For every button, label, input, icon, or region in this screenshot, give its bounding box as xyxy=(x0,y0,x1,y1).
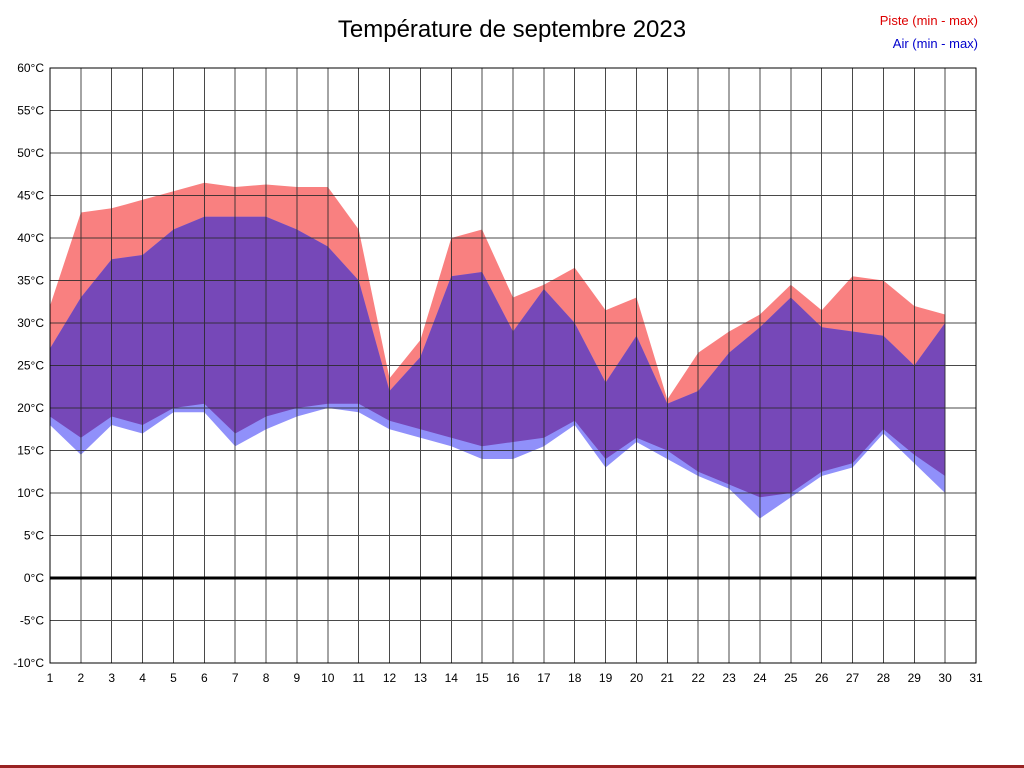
svg-text:29: 29 xyxy=(908,671,922,685)
svg-text:0°C: 0°C xyxy=(24,571,44,585)
svg-text:3: 3 xyxy=(108,671,115,685)
svg-text:20°C: 20°C xyxy=(17,401,44,415)
svg-text:11: 11 xyxy=(352,671,365,685)
svg-text:18: 18 xyxy=(568,671,582,685)
svg-text:15: 15 xyxy=(475,671,489,685)
svg-text:9: 9 xyxy=(294,671,301,685)
chart-title: Température de septembre 2023 xyxy=(337,16,687,43)
svg-text:8: 8 xyxy=(263,671,270,685)
svg-text:22: 22 xyxy=(692,671,706,685)
svg-text:13: 13 xyxy=(414,671,428,685)
svg-text:16: 16 xyxy=(506,671,520,685)
bands-group xyxy=(50,182,946,519)
svg-text:2: 2 xyxy=(78,671,85,685)
svg-text:26: 26 xyxy=(815,671,829,685)
svg-text:55°C: 55°C xyxy=(17,104,44,118)
page-bottom-border xyxy=(0,765,1024,768)
svg-text:7: 7 xyxy=(232,671,239,685)
svg-text:21: 21 xyxy=(661,671,675,685)
y-axis-labels: 60°C 55°C 50°C 45°C 40°C 35°C 30°C 25°C 20°C 15°C… xyxy=(13,61,44,670)
svg-text:24: 24 xyxy=(753,671,767,685)
svg-text:10°C: 10°C xyxy=(17,486,44,500)
svg-text:5: 5 xyxy=(170,671,177,685)
svg-text:-10°C: -10°C xyxy=(13,656,44,670)
svg-text:4: 4 xyxy=(139,671,146,685)
chart-legend: Piste (min - max) Air (min - max) xyxy=(880,10,978,56)
svg-text:5°C: 5°C xyxy=(24,529,44,543)
svg-text:12: 12 xyxy=(383,671,397,685)
legend-air-label: Air (min - max) xyxy=(892,35,978,51)
legend-piste-label: Piste (min - max) xyxy=(879,13,978,28)
svg-text:1: 1 xyxy=(47,671,54,685)
svg-text:17: 17 xyxy=(537,671,551,685)
svg-text:20: 20 xyxy=(630,671,644,685)
svg-text:10: 10 xyxy=(321,671,335,685)
svg-text:25: 25 xyxy=(784,671,798,685)
svg-text:35°C: 35°C xyxy=(17,274,44,288)
svg-text:25°C: 25°C xyxy=(17,359,44,373)
svg-text:40°C: 40°C xyxy=(17,231,44,245)
svg-text:15°C: 15°C xyxy=(17,444,44,458)
svg-text:30: 30 xyxy=(938,671,952,685)
svg-text:30°C: 30°C xyxy=(17,316,44,330)
svg-text:19: 19 xyxy=(599,671,613,685)
svg-text:-5°C: -5°C xyxy=(20,614,44,628)
plot-border xyxy=(49,67,977,664)
svg-text:27: 27 xyxy=(846,671,860,685)
svg-text:6: 6 xyxy=(201,671,208,685)
svg-text:23: 23 xyxy=(722,671,736,685)
svg-text:14: 14 xyxy=(445,671,459,685)
svg-text:28: 28 xyxy=(877,671,891,685)
svg-text:50°C: 50°C xyxy=(17,146,44,160)
x-axis-labels: 1 2 3 4 5 6 7 8 9 10 11 12 13 14 15 16 17 18 19 20 21 22 23 24 2… xyxy=(47,671,983,685)
svg-text:60°C: 60°C xyxy=(17,61,44,75)
svg-text:45°C: 45°C xyxy=(17,189,44,203)
svg-text:31: 31 xyxy=(969,671,983,685)
grid-group xyxy=(49,67,977,664)
